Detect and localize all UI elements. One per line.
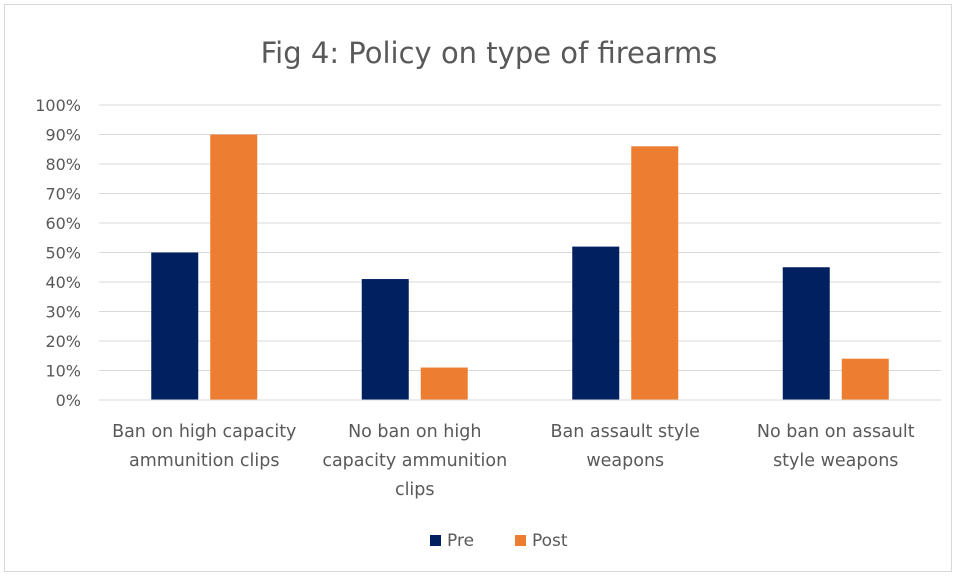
- legend: Pre Post: [430, 531, 568, 551]
- chart-title: Fig 4: Policy on type of firearms: [261, 36, 718, 70]
- y-tick-label: 0%: [56, 391, 81, 410]
- y-tick-label: 70%: [45, 185, 81, 204]
- y-tick-label: 90%: [45, 126, 81, 145]
- bar-post: [631, 146, 679, 400]
- y-tick-label: 60%: [45, 214, 81, 233]
- x-category-label: Ban on high capacity ammunition clips: [112, 422, 296, 471]
- bar-pre: [361, 279, 409, 400]
- legend-swatch-post: [515, 535, 526, 546]
- y-axis-ticks: 0% 10% 20% 30% 40% 50% 60% 70% 80% 90% 100%: [35, 96, 81, 410]
- x-category-label: No ban on high capacity ammunition clips: [322, 422, 507, 500]
- bar-post: [420, 367, 468, 400]
- bar-chart: Fig 4: Policy on type of firearms 0% 10% 2…: [35, 36, 941, 551]
- bar-pre: [572, 246, 620, 400]
- y-tick-label: 100%: [35, 96, 81, 115]
- legend-swatch-pre: [430, 535, 441, 546]
- bar-post: [210, 134, 258, 400]
- y-tick-label: 40%: [45, 273, 81, 292]
- y-tick-label: 30%: [45, 303, 81, 322]
- legend-label-pre: Pre: [447, 531, 474, 551]
- y-tick-label: 80%: [45, 155, 81, 174]
- legend-label-post: Post: [532, 531, 568, 551]
- bars: [151, 134, 889, 400]
- y-tick-label: 10%: [45, 362, 81, 381]
- x-category-label: No ban on assault style weapons: [757, 422, 915, 471]
- x-axis-categories: Ban on high capacity ammunition clips No b…: [112, 422, 915, 500]
- y-tick-label: 50%: [45, 244, 81, 263]
- x-category-label: Ban assault style weapons: [551, 422, 700, 471]
- y-tick-label: 20%: [45, 332, 81, 351]
- chart-frame: Fig 4: Policy on type of firearms 0% 10% 2…: [4, 4, 952, 572]
- bar-post: [841, 358, 889, 400]
- bar-pre: [151, 252, 199, 400]
- bar-pre: [782, 267, 830, 400]
